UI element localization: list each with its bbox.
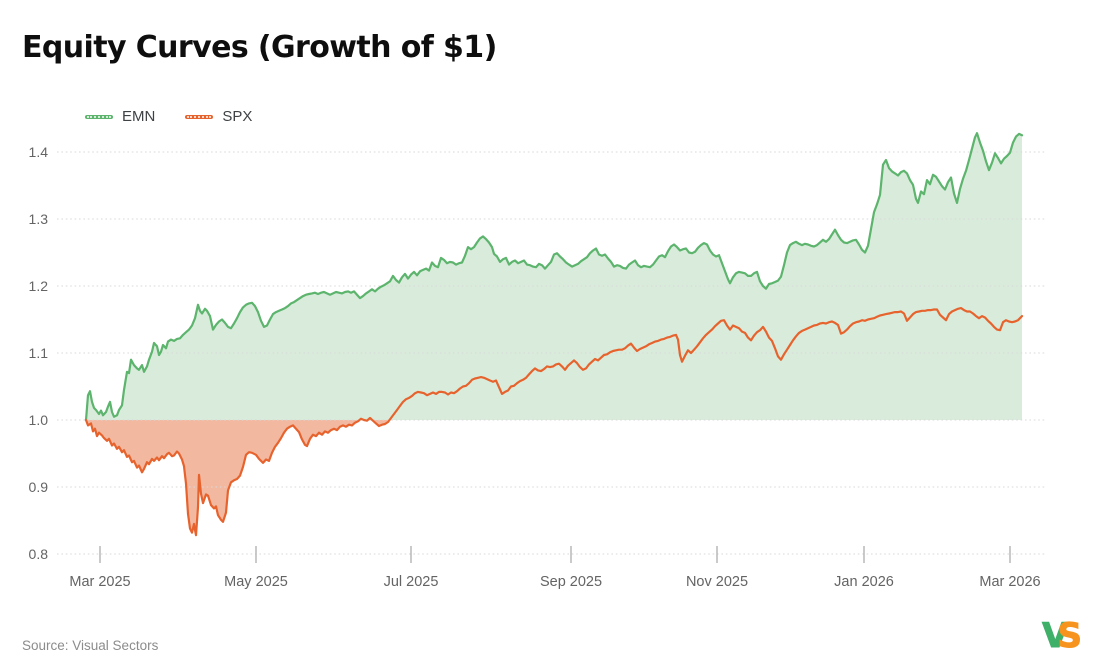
x-axis-label-5: Jan 2026 [834,574,894,590]
y-axis-label-0.8: 0.8 [29,546,49,562]
legend: EMN SPX [85,108,252,125]
source-note: Source: Visual Sectors [22,638,159,653]
emn-line [84,132,1024,422]
x-axis-label-4: Nov 2025 [686,574,748,590]
emn-legend-label: EMN [122,108,156,125]
y-axis-label-1.3: 1.3 [29,211,49,227]
vs-logo: VS [1042,616,1083,656]
y-axis-label-1.4: 1.4 [29,144,49,160]
y-axis-label-1.2: 1.2 [29,278,49,294]
legend-item-spx: SPX [185,108,252,125]
x-axis-label-0: Mar 2025 [69,574,130,590]
emn-legend-swatch-icon [85,114,113,119]
y-axis-label-0.9: 0.9 [29,479,49,495]
spx-area [86,420,1022,536]
x-axis-label-3: Sep 2025 [540,574,602,590]
y-axis-label-1.0: 1.0 [29,412,49,428]
vs-logo-letter-s: S [1057,616,1082,656]
vs-logo-letter-v: V [1042,616,1069,656]
y-axis-label-1.1: 1.1 [29,345,49,361]
chart-title: Equity Curves (Growth of $1) [22,30,497,65]
x-axis-label-6: Mar 2026 [979,574,1040,590]
x-axis-label-2: Jul 2025 [384,574,439,590]
x-axis-label-1: May 2025 [224,574,288,590]
spx-legend-swatch-icon [185,114,214,119]
spx-line [84,307,1024,537]
legend-item-emn: EMN [85,108,155,125]
spx-legend-label: SPX [222,108,253,125]
